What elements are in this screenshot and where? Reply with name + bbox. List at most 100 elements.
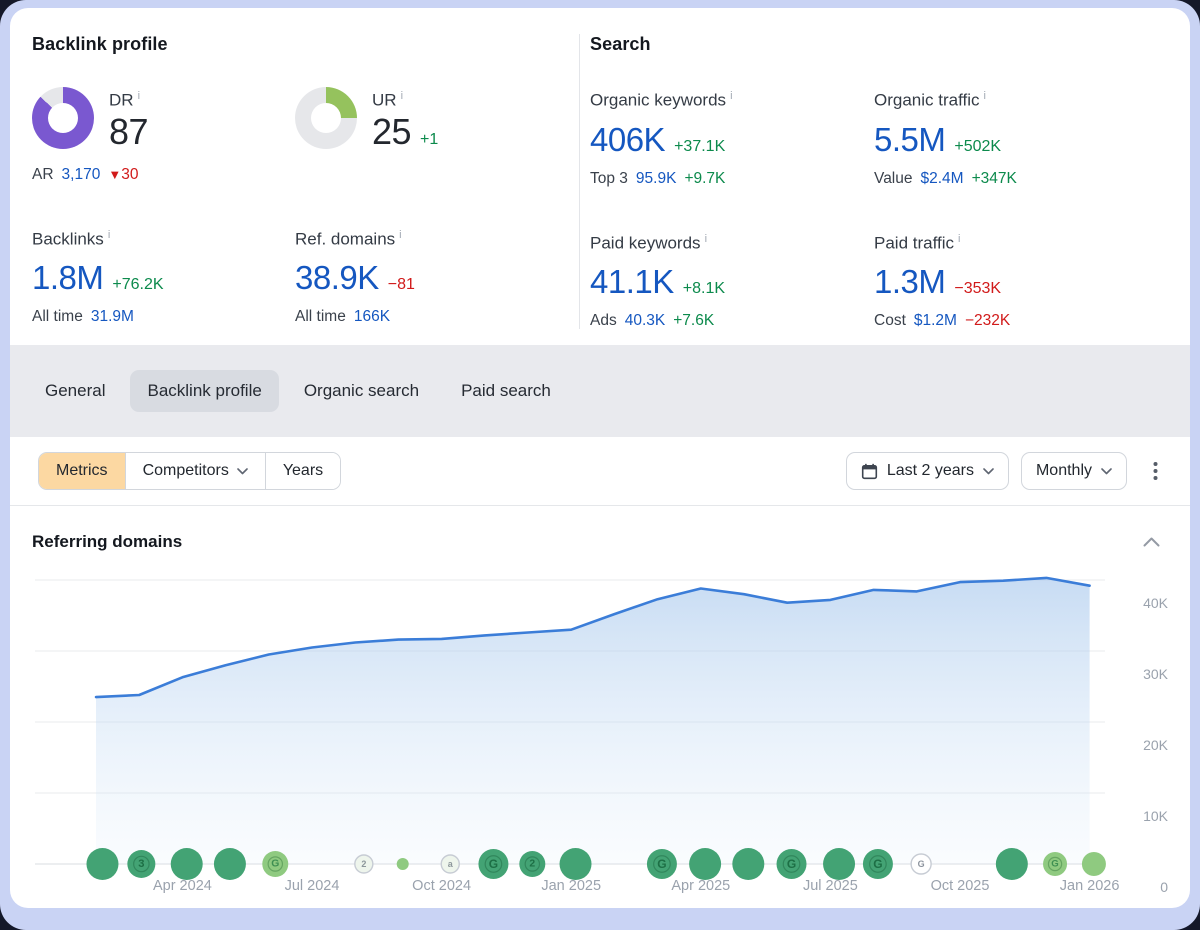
- tab-backlink-profile[interactable]: Backlink profile: [130, 370, 279, 412]
- x-axis-tick: Jul 2024: [285, 878, 340, 894]
- chart-event-marker[interactable]: 2: [354, 854, 374, 874]
- search-title: Search: [590, 34, 651, 54]
- tab-bar: General Backlink profile Organic search …: [10, 345, 1190, 437]
- svg-text:a: a: [448, 859, 454, 869]
- chart-event-marker[interactable]: [689, 848, 722, 880]
- ads-value[interactable]: 40.3K: [624, 312, 666, 330]
- chart-event-marker[interactable]: G: [478, 849, 509, 879]
- search-section: Search Organic keywords i 406K +37.1K Top…: [580, 8, 1190, 345]
- svg-text:2: 2: [361, 859, 366, 869]
- paid-traffic-value[interactable]: 1.3M: [874, 263, 946, 301]
- info-icon[interactable]: i: [983, 90, 986, 102]
- dr-gauge-donut: [32, 87, 94, 150]
- backlinks-all-time-value[interactable]: 31.9M: [90, 308, 134, 326]
- paid-keywords-label: Paid keywords: [590, 233, 701, 253]
- metric-organic-traffic: Organic traffic i 5.5M +502K Value $2.4M …: [874, 85, 1190, 188]
- chart-toolbar: Metrics Competitors Years Last 2 years M…: [10, 437, 1190, 505]
- backlink-profile-title: Backlink profile: [32, 34, 168, 54]
- info-icon[interactable]: i: [400, 90, 404, 102]
- referring-domains-chart: 40K 30K 20K 10K 0 Apr 2024 Jul 2024 Oct 2024 Jan…: [35, 576, 1169, 894]
- organic-traffic-label: Organic traffic: [874, 90, 980, 110]
- ads-label: Ads: [590, 312, 617, 330]
- referring-domains-panel: Referring domains 40K 30K 20K 10K 0 Apr 2024 J…: [10, 506, 1190, 908]
- view-mode-segmented-control: Metrics Competitors Years: [38, 452, 342, 490]
- chart-event-marker[interactable]: G: [262, 851, 289, 877]
- chart-event-marker[interactable]: 2: [519, 851, 546, 877]
- info-icon[interactable]: i: [704, 232, 708, 245]
- backlinks-value[interactable]: 1.8M: [32, 259, 104, 297]
- metric-paid-keywords: Paid keywords i 41.1K +8.1K Ads 40.3K +7.…: [590, 228, 874, 331]
- svg-text:2: 2: [529, 859, 535, 870]
- cost-value[interactable]: $1.2M: [913, 312, 957, 330]
- chart-event-marker[interactable]: [732, 848, 765, 880]
- chart-event-marker[interactable]: [995, 848, 1028, 880]
- chart-event-marker[interactable]: a: [440, 854, 460, 874]
- kebab-menu-icon[interactable]: [1147, 457, 1164, 485]
- stats-divider: [579, 34, 580, 329]
- chart-event-marker[interactable]: G: [862, 849, 893, 879]
- y-axis-tick: 40K: [1143, 595, 1169, 611]
- ref-domains-delta: −81: [387, 276, 415, 294]
- metric-dr: DR i 87 AR 3,170 ▼30: [32, 85, 295, 184]
- all-time-label: All time: [295, 308, 346, 326]
- info-icon[interactable]: i: [137, 90, 141, 102]
- organic-keywords-delta: +37.1K: [674, 137, 726, 155]
- info-icon[interactable]: i: [107, 228, 111, 241]
- granularity-dropdown[interactable]: Monthly: [1020, 452, 1127, 490]
- tab-paid-search[interactable]: Paid search: [461, 381, 551, 400]
- ref-domains-label: Ref. domains: [295, 229, 396, 249]
- years-button[interactable]: Years: [264, 453, 341, 489]
- x-axis-tick: Jul 2025: [803, 878, 858, 894]
- competitors-button[interactable]: Competitors: [124, 453, 265, 489]
- chart-event-marker[interactable]: [213, 848, 246, 880]
- chevron-down-icon: [1101, 467, 1112, 474]
- cost-delta: −232K: [964, 312, 1011, 330]
- top3-value[interactable]: 95.9K: [635, 169, 677, 187]
- metrics-button[interactable]: Metrics: [39, 453, 125, 489]
- triangle-down-icon: ▼: [108, 166, 122, 182]
- paid-keywords-value[interactable]: 41.1K: [590, 263, 674, 301]
- all-time-label: All time: [32, 308, 83, 326]
- organic-traffic-delta: +502K: [954, 137, 1002, 155]
- tab-organic-search[interactable]: Organic search: [303, 381, 420, 400]
- chart-event-marker[interactable]: [396, 858, 409, 870]
- value-delta: +347K: [971, 169, 1017, 187]
- chart-event-marker[interactable]: [1081, 852, 1106, 876]
- toolbar-divider: [10, 505, 1190, 506]
- ref-domains-value[interactable]: 38.9K: [295, 259, 379, 297]
- chart-event-marker[interactable]: [86, 848, 119, 880]
- svg-text:G: G: [873, 857, 882, 871]
- chevron-down-icon: [983, 467, 994, 474]
- top3-label: Top 3: [590, 169, 628, 187]
- paid-traffic-delta: −353K: [954, 280, 1002, 298]
- metric-ref-domains: Ref. domains i 38.9K −81 All time 166K: [295, 224, 579, 327]
- chart-event-marker[interactable]: G: [776, 849, 807, 879]
- chart-event-marker[interactable]: [823, 848, 856, 880]
- chart-event-marker[interactable]: [559, 848, 592, 880]
- value-amount[interactable]: $2.4M: [920, 169, 964, 187]
- ar-value[interactable]: 3,170: [61, 165, 101, 183]
- y-axis-tick: 20K: [1143, 737, 1169, 753]
- info-icon[interactable]: i: [958, 232, 961, 245]
- date-range-dropdown[interactable]: Last 2 years: [845, 452, 1009, 490]
- cost-label: Cost: [874, 312, 906, 330]
- info-icon[interactable]: i: [730, 90, 733, 102]
- chart-event-marker[interactable]: 3: [127, 850, 156, 878]
- x-axis-tick: Oct 2024: [412, 878, 471, 894]
- organic-traffic-value[interactable]: 5.5M: [874, 120, 946, 158]
- organic-keywords-value[interactable]: 406K: [590, 120, 666, 158]
- tab-general[interactable]: General: [45, 381, 106, 400]
- svg-text:G: G: [918, 859, 925, 869]
- metric-ur: UR i 25 +1: [295, 85, 579, 184]
- chevron-up-icon[interactable]: [1139, 533, 1164, 551]
- top3-delta: +9.7K: [684, 169, 726, 187]
- chart-event-marker[interactable]: G: [910, 853, 932, 875]
- y-axis-tick: 10K: [1143, 808, 1169, 824]
- svg-text:G: G: [489, 857, 498, 871]
- chart-event-marker[interactable]: [170, 848, 203, 880]
- ref-domains-all-time-value[interactable]: 166K: [353, 308, 391, 326]
- chart-event-marker[interactable]: G: [1043, 852, 1068, 876]
- chart-event-marker[interactable]: G: [646, 849, 677, 879]
- info-icon[interactable]: i: [399, 228, 402, 241]
- chart-title: Referring domains: [32, 532, 183, 551]
